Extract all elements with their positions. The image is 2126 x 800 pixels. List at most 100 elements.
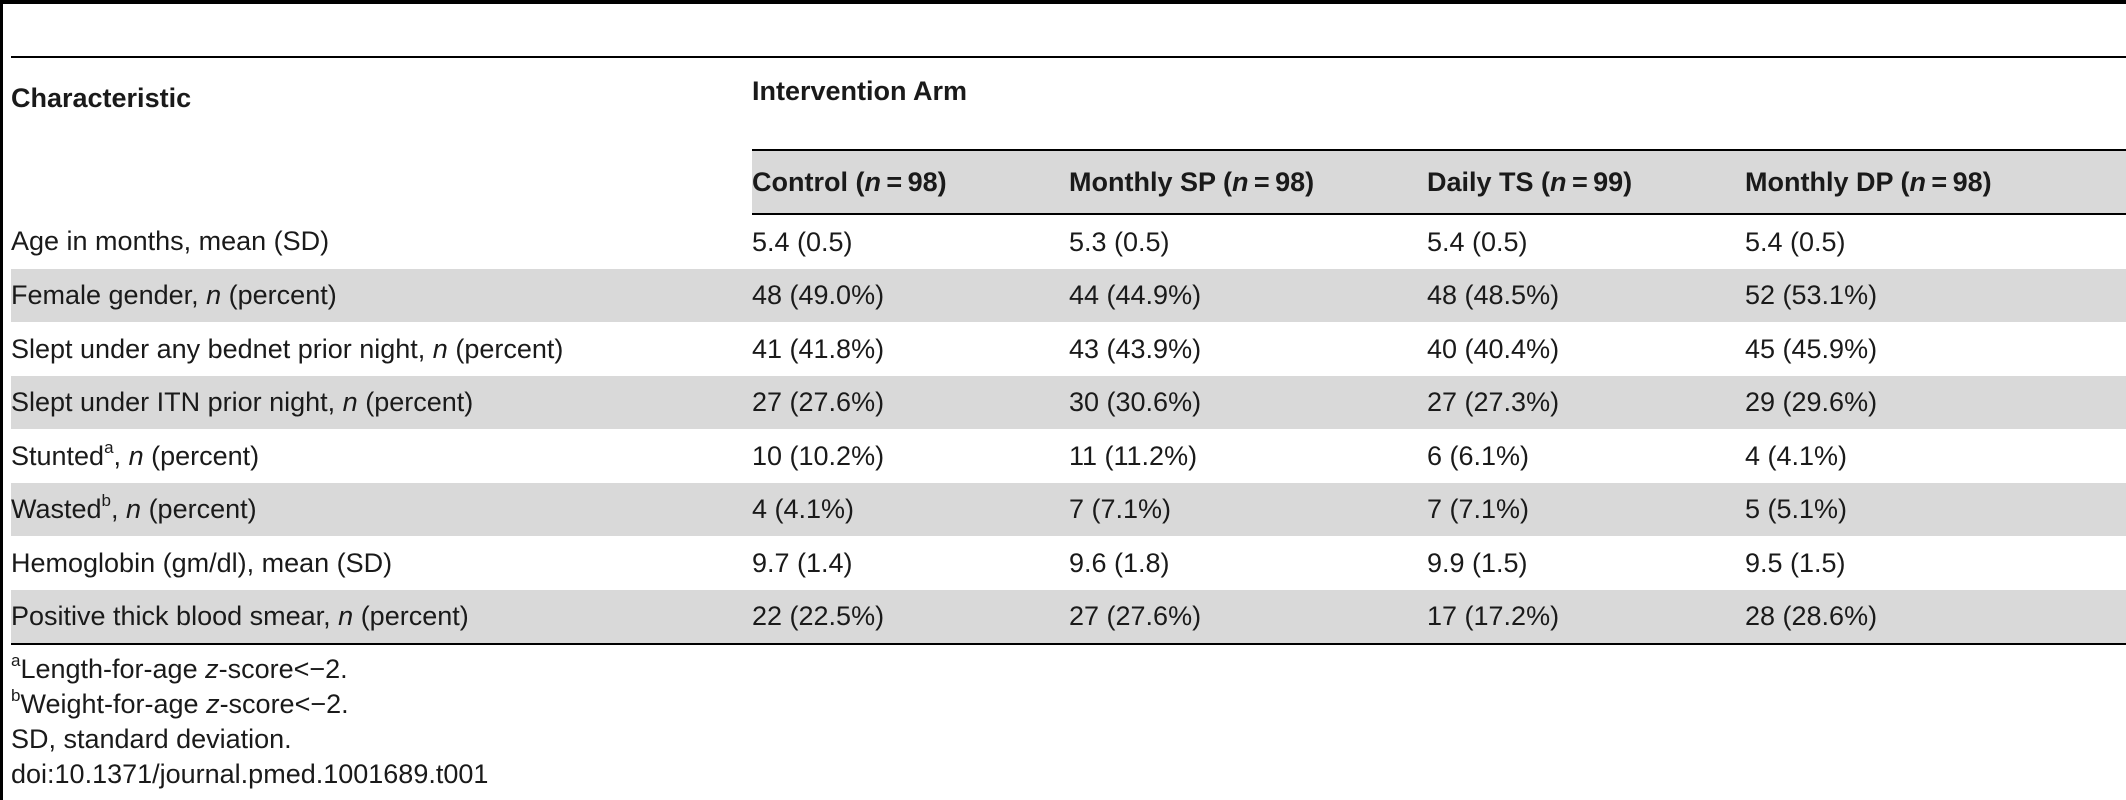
row-label-text: Stunted bbox=[11, 440, 105, 471]
row-label-footnote-mark: b bbox=[101, 491, 112, 511]
header-arm-0: Control (n = 98) bbox=[752, 149, 1069, 215]
header-characteristic: Characteristic bbox=[11, 56, 752, 214]
header-arm-paren: ( bbox=[1215, 167, 1233, 197]
table-cell: 48 (48.5%) bbox=[1427, 268, 1745, 322]
table-row: Positive thick blood smear, n (percent) 2… bbox=[11, 589, 2126, 645]
header-arm-paren: ( bbox=[1533, 167, 1551, 197]
table-cell: 9.9 (1.5) bbox=[1427, 547, 1528, 578]
table-cell: 9.6 (1.8) bbox=[1069, 547, 1170, 578]
table-row: Wastedb, n (percent) 4 (4.1%) 7 (7.1%) 7 (7… bbox=[11, 482, 2126, 536]
row-label-text: Slept under ITN prior night, bbox=[11, 387, 343, 418]
table-cell: 5.4 (0.5) bbox=[1427, 226, 1528, 257]
row-label: Stunteda, n (percent) bbox=[11, 429, 752, 483]
header-arm-3: Monthly DP (n = 98) bbox=[1745, 149, 2126, 215]
row-label-suffix: (percent) bbox=[447, 333, 564, 364]
table-cell: 10 (10.2%) bbox=[752, 440, 885, 471]
header-arm-n-symbol: n bbox=[1909, 167, 1927, 197]
table-cell: 27 (27.3%) bbox=[1427, 375, 1745, 429]
header-arm-label: Monthly SP bbox=[1069, 167, 1216, 197]
footnote-a-mark: a bbox=[11, 651, 21, 670]
table-cell: 9.5 (1.5) bbox=[1745, 547, 1846, 578]
table-cell: 11 (11.2%) bbox=[1069, 440, 1198, 471]
table-cell: 5.3 (0.5) bbox=[1069, 226, 1170, 257]
row-label-italic: n bbox=[342, 387, 358, 418]
row-label-text: Female gender, bbox=[11, 280, 207, 311]
footnote-a-post: -score<−2. bbox=[218, 654, 348, 684]
row-label: Age in months, mean (SD) bbox=[11, 214, 752, 269]
header-arm-1: Monthly SP (n = 98) bbox=[1069, 149, 1427, 215]
row-label-suffix: (percent) bbox=[357, 387, 474, 418]
header-arm-paren-close: ) bbox=[1305, 167, 1315, 197]
footnote-b-mark: b bbox=[11, 686, 21, 705]
table-cell: 22 (22.5%) bbox=[752, 589, 1069, 645]
row-label-suffix: (percent) bbox=[143, 440, 260, 471]
row-label: Slept under any bednet prior night, n (p… bbox=[11, 322, 752, 376]
row-label-italic: n bbox=[338, 601, 354, 632]
row-label-suffix: (percent) bbox=[141, 494, 257, 525]
table-cell: 27 (27.6%) bbox=[1069, 589, 1427, 645]
footnote-b-post: -score<−2. bbox=[219, 689, 349, 719]
header-arm-row: Control (n = 98) Monthly SP (n = 98) Daily… bbox=[11, 149, 2126, 215]
row-label-text: Hemoglobin (gm/dl), mean (SD) bbox=[11, 547, 393, 578]
header-arm-equals: = bbox=[1248, 167, 1276, 197]
footnote-b-italic: z bbox=[206, 689, 220, 719]
row-label: Positive thick blood smear, n (percent) bbox=[11, 589, 752, 645]
footnote-doi: doi:10.1371/journal.pmed.1001689.t001 bbox=[11, 759, 489, 789]
footnote-b: bWeight-for-age z-score<−2. bbox=[11, 687, 488, 722]
header-arm-n-symbol: n bbox=[1550, 167, 1567, 197]
row-label-italic: n bbox=[432, 333, 448, 364]
footnotes: aLength-for-age z-score<−2. bWeight-for-… bbox=[11, 652, 488, 792]
header-arm-label: Daily TS bbox=[1427, 167, 1534, 197]
row-label: Hemoglobin (gm/dl), mean (SD) bbox=[11, 536, 752, 590]
header-arm-label: Monthly DP bbox=[1745, 167, 1893, 197]
top-rule bbox=[0, 0, 2126, 4]
table-row: Slept under any bednet prior night, n (p… bbox=[11, 322, 2126, 376]
header-arm-equals: = bbox=[1926, 167, 1953, 197]
left-rule bbox=[0, 0, 3, 800]
table-cell: 4 (4.1%) bbox=[1745, 440, 1848, 471]
table-cell: 30 (30.6%) bbox=[1069, 375, 1427, 429]
header-intervention-arm-label: Intervention Arm bbox=[752, 76, 968, 106]
table-cell: 9.7 (1.4) bbox=[752, 547, 853, 578]
header-arm-n-value: 98 bbox=[1275, 167, 1306, 197]
row-label: Female gender, n (percent) bbox=[11, 268, 752, 322]
header-intervention-arm: Intervention Arm bbox=[752, 56, 2126, 150]
header-arm-paren-close: ) bbox=[937, 167, 947, 197]
table-cell: 5.4 (0.5) bbox=[752, 226, 853, 257]
header-arm-2: Daily TS (n = 99) bbox=[1427, 149, 1745, 215]
row-label: Wastedb, n (percent) bbox=[11, 482, 752, 536]
table-cell: 44 (44.9%) bbox=[1069, 268, 1427, 322]
table-row: Age in months, mean (SD) 5.4 (0.5) 5.3 (0.… bbox=[11, 214, 2126, 269]
row-label-italic: n bbox=[206, 280, 222, 311]
table-cell: 43 (43.9%) bbox=[1069, 333, 1202, 364]
table-cell: 28 (28.6%) bbox=[1745, 589, 2126, 645]
table-cell: 5.4 (0.5) bbox=[1745, 226, 1846, 257]
table-cell: 27 (27.6%) bbox=[752, 375, 1069, 429]
footnote-a: aLength-for-age z-score<−2. bbox=[11, 652, 488, 687]
row-label-text: Slept under any bednet prior night, bbox=[11, 333, 433, 364]
table-cell: 6 (6.1%) bbox=[1427, 440, 1530, 471]
header-arm-equals: = bbox=[880, 167, 908, 197]
row-label-suffix: (percent) bbox=[353, 601, 469, 632]
header-arm-n-symbol: n bbox=[864, 167, 881, 197]
header-arm-n-value: 99 bbox=[1593, 167, 1624, 197]
characteristics-table: Characteristic Intervention Arm Control … bbox=[11, 56, 2126, 645]
row-label-footnote-mark: a bbox=[104, 437, 114, 457]
header-arm-equals: = bbox=[1566, 167, 1594, 197]
header-characteristic-label: Characteristic bbox=[11, 83, 192, 113]
footnote-sd: SD, standard deviation. bbox=[11, 724, 292, 754]
header-arm-paren-close: ) bbox=[1623, 167, 1633, 197]
header-arm-paren: ( bbox=[847, 167, 865, 197]
table-cell: 5 (5.1%) bbox=[1745, 482, 2126, 536]
table-cell: 7 (7.1%) bbox=[1427, 482, 1745, 536]
table-cell: 41 (41.8%) bbox=[752, 333, 885, 364]
table-cell: 7 (7.1%) bbox=[1069, 482, 1427, 536]
table-cell: 29 (29.6%) bbox=[1745, 375, 2126, 429]
table-cell: 40 (40.4%) bbox=[1427, 333, 1560, 364]
table-cell: 4 (4.1%) bbox=[752, 482, 1069, 536]
table-cell: 48 (49.0%) bbox=[752, 268, 1069, 322]
table-row: Female gender, n (percent) 48 (49.0%) 44 (… bbox=[11, 268, 2126, 322]
table-cell: 45 (45.9%) bbox=[1745, 333, 1878, 364]
row-label-text: Wasted bbox=[11, 494, 102, 525]
row-label-italic: n bbox=[126, 494, 142, 525]
